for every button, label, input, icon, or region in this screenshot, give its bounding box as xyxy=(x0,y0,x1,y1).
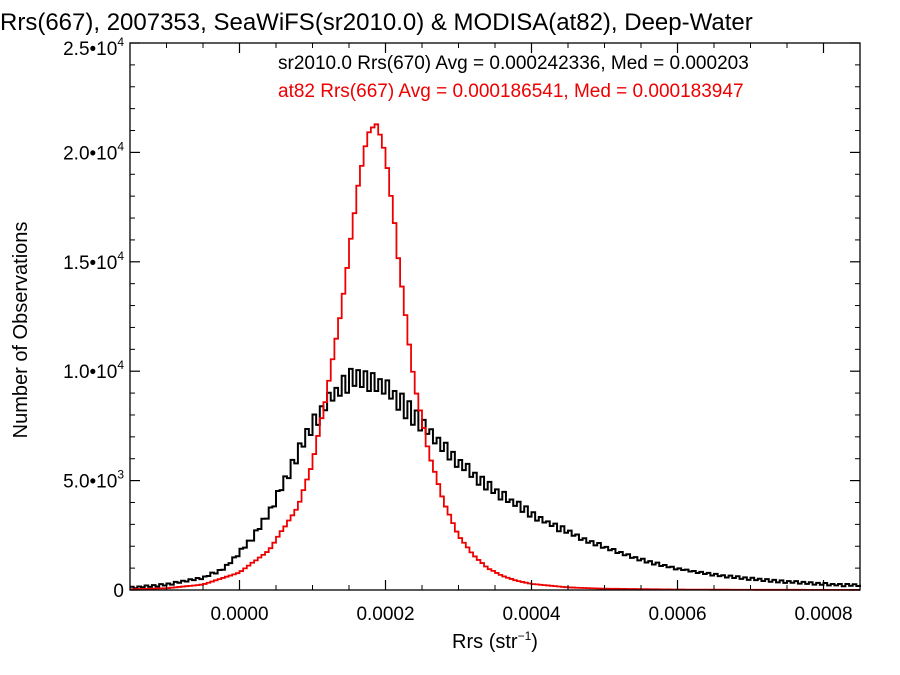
x-tick-label: 0.0006 xyxy=(648,604,706,625)
x-tick-label: 0.0000 xyxy=(210,604,268,625)
y-tick-label: 5.0•103 xyxy=(63,468,124,493)
x-tick-label: 0.0008 xyxy=(794,604,852,625)
series-layer xyxy=(130,123,861,591)
x-tick-label: 0.0004 xyxy=(502,604,561,625)
y-tick-label: 2.0•104 xyxy=(63,139,124,164)
x-tick-label: 0.0002 xyxy=(356,604,414,625)
series-line-sr2010-0 xyxy=(130,367,861,590)
y-tick-label: 1.5•104 xyxy=(63,249,124,274)
ticks-layer: 0.0000 0.0002 0.0004 0.0006 0.0008 0 5.0•103 1.… xyxy=(63,35,860,625)
y-tick-label: 0 xyxy=(113,581,124,602)
x-axis-title: Rrs (str−1) xyxy=(452,629,538,653)
y-tick-label: 2.5•104 xyxy=(63,35,124,60)
plot-frame xyxy=(129,42,861,591)
x-axis-title-close: ) xyxy=(531,631,538,653)
y-axis-title: Number of Observations xyxy=(10,222,32,439)
y-tick-label: 1.0•104 xyxy=(63,358,124,383)
chart-title: Rrs(667), 2007353, SeaWiFS(sr2010.0) & M… xyxy=(0,9,753,36)
x-axis-title-main: Rrs (str xyxy=(452,631,518,653)
x-axis-title-superscript: −1 xyxy=(518,629,532,643)
legend-entry-at82: at82 Rrs(667) Avg = 0.000186541, Med = 0… xyxy=(278,81,744,102)
series-line-at82 xyxy=(130,123,860,591)
legend-entry-sr2010: sr2010.0 Rrs(670) Avg = 0.000242336, Med… xyxy=(278,53,749,74)
